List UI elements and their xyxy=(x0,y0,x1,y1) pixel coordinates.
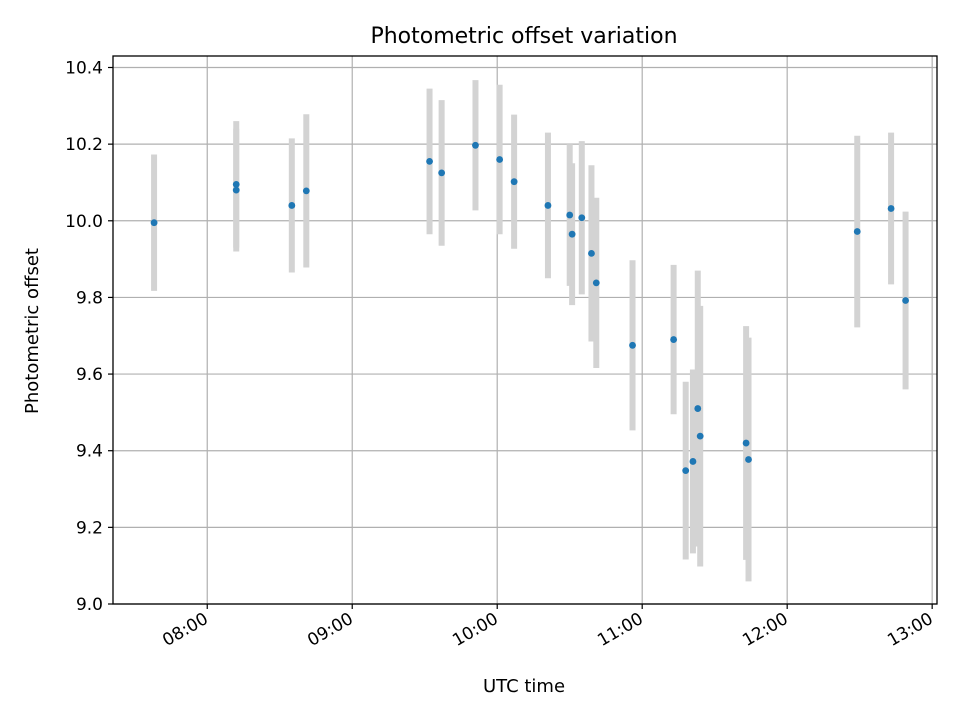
errorbar-layer xyxy=(151,80,909,582)
data-point xyxy=(588,249,595,257)
data-point xyxy=(694,405,702,412)
data-point xyxy=(629,341,636,349)
data-point xyxy=(578,214,586,222)
data-point xyxy=(853,228,861,235)
data-point xyxy=(426,157,433,165)
data-point xyxy=(566,211,574,219)
data-point xyxy=(496,156,504,163)
y-tick-label: 9.6 xyxy=(76,365,103,385)
data-point xyxy=(887,205,895,212)
data-point xyxy=(150,219,158,227)
y-tick-label: 9.2 xyxy=(76,518,103,538)
x-tick-label: 11:00 xyxy=(594,609,646,651)
y-tick-label: 10.4 xyxy=(65,58,103,78)
y-tick-label: 10.0 xyxy=(65,212,103,232)
data-point xyxy=(696,432,704,440)
data-point xyxy=(510,178,518,186)
data-point xyxy=(689,458,697,465)
data-point xyxy=(670,336,678,343)
chart-title: Photometric offset variation xyxy=(370,24,677,49)
x-tick-label: 10:00 xyxy=(449,609,501,651)
x-tick-label: 08:00 xyxy=(159,609,211,651)
y-tick-label: 10.2 xyxy=(65,135,103,155)
x-tick-label: 09:00 xyxy=(304,609,356,651)
data-point xyxy=(592,279,600,287)
data-point xyxy=(745,456,752,463)
data-point xyxy=(288,202,296,209)
data-point xyxy=(902,297,909,304)
plot-frame xyxy=(112,55,938,605)
data-point xyxy=(568,230,576,238)
x-tick-label: 13:00 xyxy=(884,609,936,651)
data-point xyxy=(544,202,552,209)
point-layer xyxy=(150,141,909,475)
x-tick-label: 12:00 xyxy=(739,609,791,651)
data-point xyxy=(682,467,690,475)
data-point xyxy=(742,439,750,447)
y-tick-label: 9.0 xyxy=(76,595,103,615)
y-tick-label: 9.4 xyxy=(76,442,103,462)
data-point xyxy=(232,180,240,188)
x-axis-label: UTC time xyxy=(483,676,565,697)
data-point xyxy=(302,187,310,195)
y-axis-label: Photometric offset xyxy=(22,248,43,414)
data-point xyxy=(232,186,240,194)
data-point xyxy=(438,169,446,177)
data-point xyxy=(472,141,479,149)
y-tick-label: 9.8 xyxy=(76,288,103,308)
